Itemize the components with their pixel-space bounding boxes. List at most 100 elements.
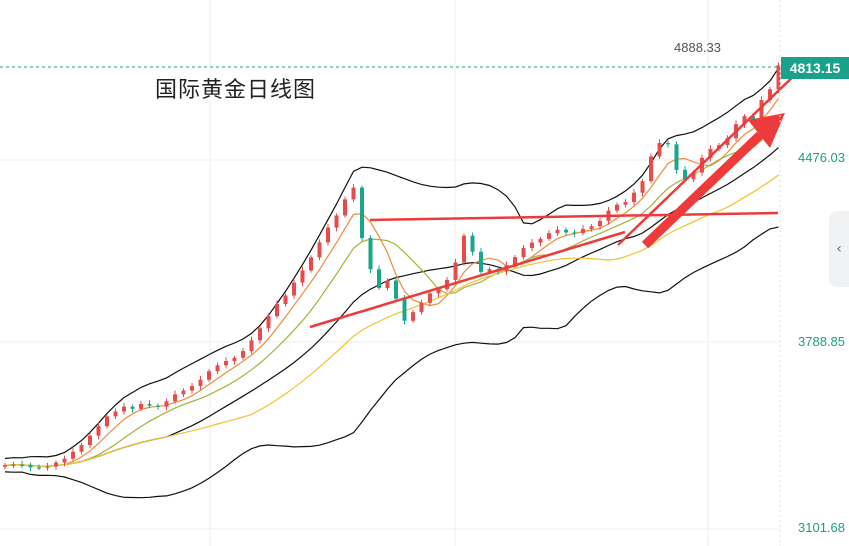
ma-short	[4, 98, 779, 467]
candle	[598, 217, 602, 230]
bollinger-lower	[4, 226, 779, 499]
candle	[241, 348, 245, 360]
candle	[20, 460, 24, 469]
candle	[105, 414, 109, 429]
candle	[360, 185, 364, 242]
candle	[283, 293, 288, 307]
candle	[479, 247, 483, 275]
candle	[649, 153, 653, 184]
candle	[28, 462, 33, 472]
candle	[96, 422, 101, 440]
candle	[394, 277, 398, 302]
candle	[173, 390, 177, 404]
candle	[428, 289, 432, 306]
candle	[564, 227, 568, 236]
candle	[615, 202, 619, 213]
candle	[232, 355, 237, 365]
candle	[292, 279, 296, 299]
arrow-shaft	[641, 131, 764, 249]
bollinger-middle	[4, 147, 779, 467]
last-price-tag: 4813.15	[781, 57, 849, 79]
candle	[147, 400, 152, 409]
candle	[266, 313, 271, 333]
trendline-support	[309, 230, 626, 329]
candle	[462, 233, 466, 266]
candle	[317, 239, 322, 261]
candle	[708, 145, 713, 162]
candle	[453, 258, 458, 283]
candle	[555, 225, 560, 236]
candle	[309, 255, 313, 273]
candle	[385, 278, 390, 291]
candle	[130, 404, 135, 413]
candle	[334, 213, 339, 232]
chart-title: 国际黄金日线图	[155, 78, 317, 103]
candle	[674, 141, 679, 174]
candle	[521, 245, 526, 260]
candle	[343, 196, 347, 218]
chevron-left-icon: ‹	[836, 241, 842, 257]
y-tick-label: 4476.03	[798, 150, 845, 165]
candle	[300, 266, 305, 287]
candle	[54, 460, 58, 470]
y-tick-label: 3788.85	[798, 334, 845, 349]
candle	[547, 230, 551, 242]
candle	[249, 336, 254, 354]
candle	[11, 461, 16, 468]
candle	[581, 225, 585, 236]
candle	[275, 300, 279, 319]
candle	[198, 376, 203, 390]
candle	[623, 199, 628, 208]
candle	[368, 235, 373, 273]
candle	[402, 294, 407, 325]
candle	[139, 401, 143, 411]
candle	[377, 265, 381, 291]
candle	[666, 140, 670, 148]
candle	[640, 178, 645, 197]
candles	[3, 62, 781, 472]
arrow-head	[748, 113, 785, 148]
trendline-arrow	[617, 69, 801, 246]
candle	[326, 223, 330, 246]
candle	[632, 188, 636, 206]
candle	[207, 369, 211, 382]
candle	[62, 455, 67, 467]
candle	[3, 463, 7, 469]
candle	[79, 442, 84, 455]
bollinger-bands	[4, 67, 780, 499]
candle	[156, 403, 160, 410]
candle	[258, 326, 262, 344]
candle	[351, 183, 356, 203]
candle	[164, 398, 169, 411]
candle	[419, 299, 424, 315]
candle	[530, 238, 534, 252]
trendlines	[309, 69, 801, 329]
candle	[657, 139, 662, 160]
candle	[411, 310, 415, 323]
candle	[88, 432, 92, 449]
high-price-label: 4888.33	[674, 40, 721, 55]
candle	[190, 383, 194, 394]
collapse-panel-button[interactable]: ‹	[829, 211, 849, 287]
candle	[71, 448, 75, 461]
candle	[768, 87, 772, 104]
candle	[725, 135, 730, 148]
candle	[45, 462, 50, 471]
trendline-resistance	[369, 211, 779, 222]
candle	[742, 114, 747, 128]
candle	[572, 229, 577, 237]
candle	[224, 357, 228, 369]
candle	[113, 408, 118, 420]
candle	[776, 62, 781, 94]
candle	[215, 362, 220, 374]
candle	[470, 232, 475, 256]
candle	[181, 388, 186, 398]
candle	[37, 464, 41, 471]
candle	[538, 236, 543, 247]
candle	[122, 402, 126, 415]
candle	[589, 224, 594, 232]
ma-mid	[4, 120, 779, 467]
chart-grid	[0, 0, 780, 546]
moving-averages	[4, 98, 779, 467]
